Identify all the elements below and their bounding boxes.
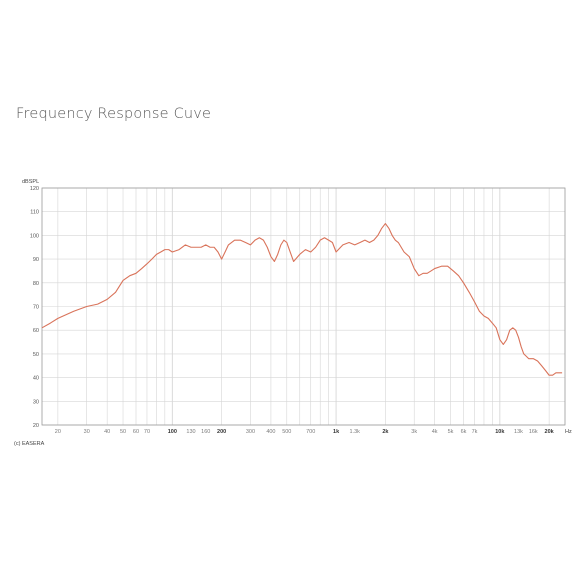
y-tick-label: 40	[33, 376, 39, 382]
x-tick-label: 160	[201, 429, 210, 435]
x-tick-label: 13k	[514, 429, 523, 435]
x-axis-label: Hz	[565, 429, 572, 435]
x-tick-label: 4k	[432, 429, 438, 435]
x-tick-label: 1.3k	[350, 429, 361, 435]
y-tick-label: 100	[30, 233, 39, 239]
y-tick-label: 50	[33, 352, 39, 358]
y-tick-label: 30	[33, 399, 39, 405]
x-tick-label: 300	[246, 429, 255, 435]
x-tick-label: 500	[282, 429, 291, 435]
x-tick-label: 60	[133, 429, 139, 435]
y-tick-label: 80	[33, 281, 39, 287]
response-curve-line	[41, 223, 563, 376]
y-tick-label: 70	[33, 305, 39, 311]
easera-watermark: (c) EASERA	[14, 441, 45, 447]
x-tick-label: 10k	[495, 429, 505, 435]
x-tick-label: 400	[266, 429, 275, 435]
x-tick-label: 130	[186, 429, 195, 435]
x-tick-label: 2k	[382, 429, 389, 435]
x-tick-label: 20k	[545, 429, 555, 435]
x-tick-label: 700	[306, 429, 315, 435]
x-tick-label: 7k	[472, 429, 478, 435]
chart-grid	[42, 187, 565, 426]
page-title: Frequency Response Cuve	[16, 106, 212, 122]
y-tick-label: 90	[33, 257, 39, 263]
x-tick-label: 70	[144, 429, 150, 435]
x-tick-label: 20	[55, 429, 61, 435]
x-tick-label: 50	[120, 429, 126, 435]
y-tick-label: 60	[33, 328, 39, 334]
x-tick-label: 100	[168, 429, 177, 435]
y-tick-label: 120	[30, 186, 39, 192]
x-tick-label: 3k	[411, 429, 417, 435]
y-axis-label: dBSPL	[22, 179, 39, 185]
x-tick-label: 30	[84, 429, 90, 435]
x-tick-label: 40	[104, 429, 110, 435]
y-tick-label: 20	[33, 423, 39, 429]
plot-frame	[41, 187, 566, 426]
x-tick-label: 200	[217, 429, 226, 435]
x-tick-label: 1k	[333, 429, 340, 435]
x-axis-ticks: 20 30 40 50 60 70 100 130 160 200 300 400 500 700 1k 1.…	[55, 429, 555, 435]
x-tick-label: 6k	[461, 429, 467, 435]
x-tick-label: 16k	[529, 429, 538, 435]
y-axis-ticks: 20 30 40 50 60 70 80 90 100 110 120	[30, 186, 39, 429]
y-tick-label: 110	[30, 210, 39, 216]
x-tick-label: 5k	[448, 429, 454, 435]
